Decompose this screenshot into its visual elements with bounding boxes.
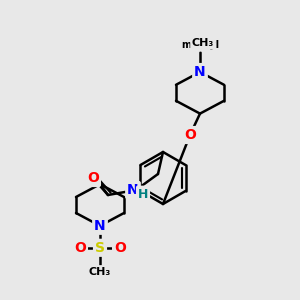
Text: methyl: methyl <box>181 40 219 50</box>
Text: CH₃: CH₃ <box>192 38 214 48</box>
Text: O: O <box>87 171 99 185</box>
Text: O: O <box>74 241 86 255</box>
Text: O: O <box>114 241 126 255</box>
Text: O: O <box>184 128 196 142</box>
Text: S: S <box>95 241 105 255</box>
Text: N: N <box>94 219 106 233</box>
Text: CH₃: CH₃ <box>89 267 111 277</box>
Text: N: N <box>127 183 139 197</box>
Text: N: N <box>194 65 206 79</box>
Text: H: H <box>138 188 148 200</box>
